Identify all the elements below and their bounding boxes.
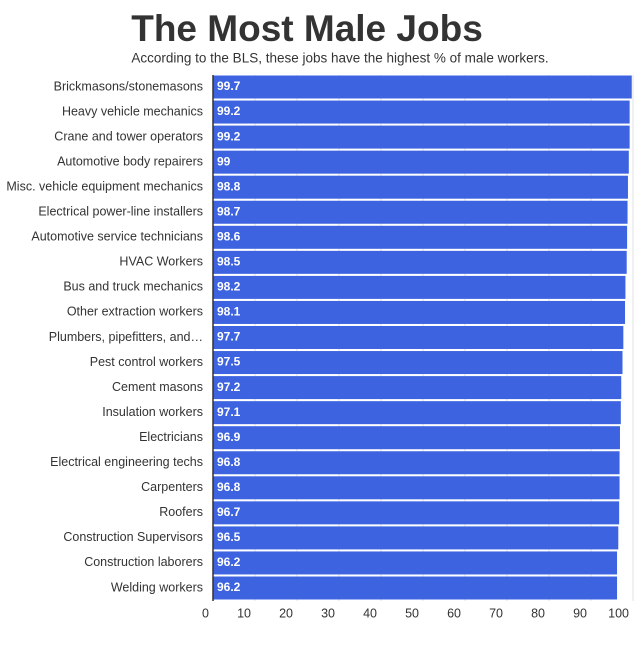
bar <box>213 200 628 224</box>
category-label: Brickmasons/stonemasons <box>54 79 203 93</box>
category-label: Pest control workers <box>90 355 203 369</box>
category-label: Plumbers, pipefitters, and… <box>49 330 203 344</box>
value-label: 96.8 <box>217 480 241 494</box>
x-tick-label: 40 <box>363 606 377 620</box>
bar <box>213 451 620 475</box>
value-label: 99.7 <box>217 79 241 93</box>
bar <box>213 175 628 199</box>
bar <box>213 401 621 425</box>
category-label: Construction Supervisors <box>63 530 203 544</box>
value-label: 99 <box>217 154 231 168</box>
value-label: 96.9 <box>217 430 241 444</box>
bar <box>213 351 623 375</box>
category-label: Misc. vehicle equipment mechanics <box>6 179 203 193</box>
bar <box>213 551 618 575</box>
x-tick-label: 70 <box>489 606 503 620</box>
bar <box>213 75 632 99</box>
value-label: 98.7 <box>217 204 241 218</box>
category-label: Cement masons <box>112 380 203 394</box>
x-tick-label: 90 <box>573 606 587 620</box>
x-tick-label: 0 <box>202 606 209 620</box>
category-label: Construction laborers <box>84 555 203 569</box>
bar <box>213 576 618 600</box>
chart-title: The Most Male Jobs <box>131 8 483 49</box>
value-label: 96.8 <box>217 455 241 469</box>
bar <box>213 300 626 324</box>
value-label: 98.6 <box>217 229 241 243</box>
category-label: Carpenters <box>141 480 203 494</box>
bar <box>213 250 627 274</box>
category-label: Electrical engineering techs <box>50 455 203 469</box>
category-label: Heavy vehicle mechanics <box>62 104 203 118</box>
x-tick-label: 30 <box>321 606 335 620</box>
bar <box>213 426 620 450</box>
value-label: 98.8 <box>217 179 241 193</box>
value-label: 98.2 <box>217 280 241 294</box>
x-tick-label: 10 <box>237 606 251 620</box>
bar <box>213 526 619 550</box>
value-label: 97.7 <box>217 330 241 344</box>
value-label: 97.1 <box>217 405 241 419</box>
category-label: Crane and tower operators <box>54 129 203 143</box>
value-label: 96.7 <box>217 505 241 519</box>
bar <box>213 476 620 500</box>
category-label: Roofers <box>159 505 203 519</box>
bar <box>213 100 630 124</box>
category-label: Automotive service technicians <box>31 230 203 244</box>
category-label: Automotive body repairers <box>57 154 203 168</box>
value-label: 97.5 <box>217 355 241 369</box>
bar <box>213 150 629 174</box>
x-tick-label: 20 <box>279 606 293 620</box>
value-label: 96.5 <box>217 530 241 544</box>
bar <box>213 225 628 249</box>
category-label: HVAC Workers <box>119 255 203 269</box>
bar <box>213 275 626 299</box>
category-label: Insulation workers <box>102 405 203 419</box>
category-label: Electrical power-line installers <box>38 205 203 219</box>
x-tick-label: 80 <box>531 606 545 620</box>
category-label: Welding workers <box>111 580 203 594</box>
value-label: 97.2 <box>217 380 241 394</box>
value-label: 96.2 <box>217 580 241 594</box>
value-label: 98.5 <box>217 255 241 269</box>
bar <box>213 125 630 149</box>
value-label: 96.2 <box>217 555 241 569</box>
x-tick-label: 60 <box>447 606 461 620</box>
chart-subtitle: According to the BLS, these jobs have th… <box>131 51 548 66</box>
x-tick-label: 50 <box>405 606 419 620</box>
bar <box>213 376 622 400</box>
category-label: Electricians <box>139 430 203 444</box>
category-label: Bus and truck mechanics <box>63 280 203 294</box>
bar <box>213 501 620 525</box>
bar <box>213 326 624 349</box>
value-label: 99.2 <box>217 104 241 118</box>
value-label: 99.2 <box>217 129 241 143</box>
category-label: Other extraction workers <box>67 305 203 319</box>
x-tick-label: 100 <box>608 606 629 620</box>
value-label: 98.1 <box>217 305 241 319</box>
